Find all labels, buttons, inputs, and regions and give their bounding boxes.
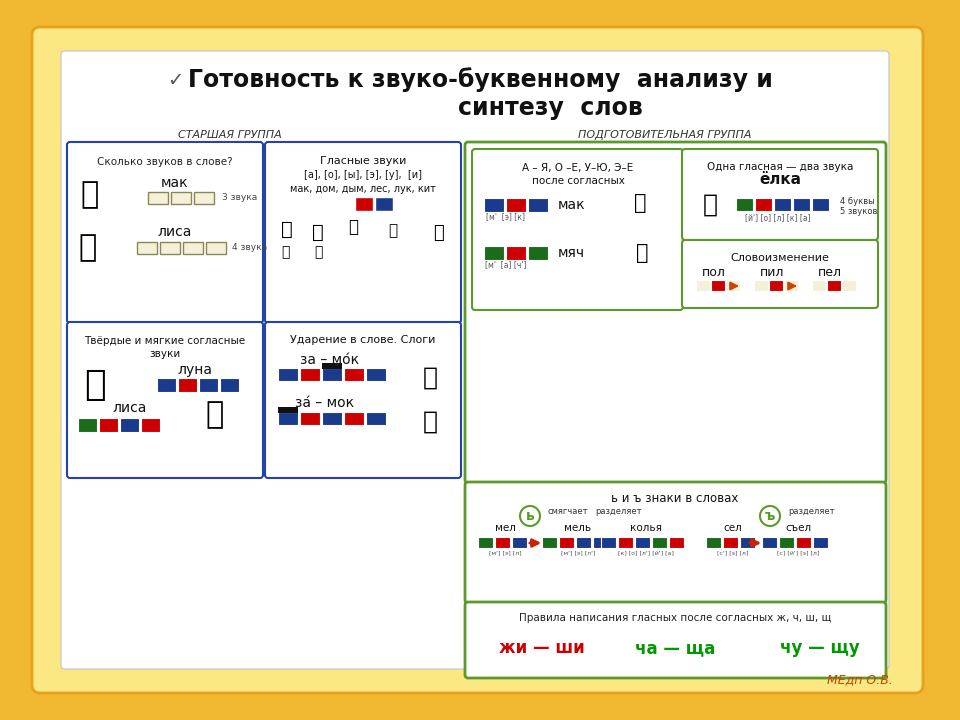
- Bar: [618, 537, 633, 548]
- FancyBboxPatch shape: [682, 240, 878, 308]
- Bar: [194, 192, 214, 204]
- Text: жи — ши: жи — ши: [499, 639, 585, 657]
- Text: 🌿: 🌿: [389, 223, 397, 238]
- Text: 🌲: 🌲: [703, 193, 717, 217]
- Bar: [495, 537, 510, 548]
- Bar: [322, 368, 342, 381]
- Text: 🏠: 🏠: [312, 223, 324, 242]
- Text: звуки: звуки: [150, 349, 180, 359]
- Bar: [512, 537, 527, 548]
- Text: [м'] [э] [л']: [м'] [э] [л']: [561, 551, 595, 556]
- Bar: [813, 537, 828, 548]
- FancyBboxPatch shape: [465, 142, 886, 483]
- Text: 🦊: 🦊: [79, 233, 97, 263]
- Bar: [559, 537, 574, 548]
- Text: Ударение в слове. Слоги: Ударение в слове. Слоги: [290, 335, 436, 345]
- Text: сел: сел: [724, 523, 742, 533]
- Text: Правила написания гласных после согласных ж, ч, ш, щ: Правила написания гласных после согласны…: [518, 613, 831, 623]
- Bar: [141, 418, 160, 432]
- Bar: [784, 280, 798, 291]
- Bar: [478, 537, 493, 548]
- Bar: [711, 280, 725, 291]
- Text: мел: мел: [494, 523, 516, 533]
- FancyBboxPatch shape: [61, 51, 889, 669]
- Bar: [506, 198, 526, 212]
- Text: 🐋: 🐋: [433, 224, 444, 242]
- Bar: [206, 242, 226, 254]
- Bar: [220, 378, 239, 392]
- Text: луна: луна: [178, 363, 212, 377]
- Text: мак: мак: [558, 198, 586, 212]
- Bar: [706, 537, 721, 548]
- Bar: [322, 363, 342, 369]
- Bar: [322, 412, 342, 425]
- Text: СТАРШАЯ ГРУППА: СТАРШАЯ ГРУППА: [179, 130, 282, 140]
- Bar: [669, 537, 684, 548]
- Bar: [120, 418, 139, 432]
- Text: чу — щу: чу — щу: [780, 639, 860, 657]
- Text: разделяет: разделяет: [595, 506, 641, 516]
- Text: [й'] [о] [л] [к] [а]: [й'] [о] [л] [к] [а]: [745, 214, 811, 222]
- Text: [к] [о] [л'] [й'] [а]: [к] [о] [л'] [й'] [а]: [618, 551, 674, 556]
- Text: пол: пол: [702, 266, 726, 279]
- Text: разделяет: разделяет: [788, 506, 834, 516]
- Text: 🦊: 🦊: [205, 400, 224, 430]
- Bar: [593, 537, 608, 548]
- Text: синтезу  слов: синтезу слов: [458, 96, 642, 120]
- Bar: [576, 537, 591, 548]
- Bar: [779, 537, 794, 548]
- Text: съел: съел: [785, 523, 811, 533]
- Text: 🌺: 🌺: [634, 193, 646, 213]
- FancyBboxPatch shape: [67, 322, 263, 478]
- Bar: [99, 418, 118, 432]
- Text: [м'] [э] [л]: [м'] [э] [л]: [489, 551, 521, 556]
- Bar: [278, 407, 298, 413]
- Bar: [484, 246, 504, 260]
- Text: 🌑: 🌑: [84, 368, 106, 402]
- Text: ча — ща: ча — ща: [635, 639, 715, 657]
- Text: пил: пил: [759, 266, 784, 279]
- Bar: [506, 246, 526, 260]
- Text: 🦌: 🦌: [314, 245, 323, 259]
- Text: 🏰: 🏰: [422, 410, 438, 434]
- Text: за́ – мок: за́ – мок: [296, 396, 354, 410]
- Bar: [827, 280, 841, 291]
- Bar: [157, 378, 176, 392]
- Bar: [601, 537, 616, 548]
- Bar: [754, 280, 768, 291]
- Text: ✓: ✓: [167, 71, 183, 89]
- Bar: [300, 412, 320, 425]
- FancyBboxPatch shape: [32, 27, 923, 693]
- Text: ъ: ъ: [765, 509, 775, 523]
- Bar: [762, 537, 777, 548]
- Text: мак, дом, дым, лес, лук, кит: мак, дом, дым, лес, лук, кит: [290, 184, 436, 194]
- Bar: [726, 280, 740, 291]
- Bar: [366, 368, 386, 381]
- Bar: [542, 537, 557, 548]
- Text: 🌺: 🌺: [81, 181, 99, 210]
- Bar: [696, 280, 710, 291]
- Text: колья: колья: [630, 523, 662, 533]
- Text: за – мо́к: за – мо́к: [300, 353, 360, 367]
- Text: [с] [й'] [э] [л]: [с] [й'] [э] [л]: [777, 551, 819, 556]
- Bar: [375, 197, 393, 211]
- Text: 4 буквы: 4 буквы: [840, 197, 875, 205]
- Bar: [740, 537, 755, 548]
- Bar: [199, 378, 218, 392]
- Text: лиса: лиса: [157, 225, 192, 239]
- Text: [с'] [э] [л]: [с'] [э] [л]: [717, 551, 749, 556]
- FancyBboxPatch shape: [465, 482, 886, 603]
- FancyBboxPatch shape: [465, 602, 886, 678]
- FancyBboxPatch shape: [682, 149, 878, 240]
- Text: ПОДГОТОВИТЕЛЬНАЯ ГРУППА: ПОДГОТОВИТЕЛЬНАЯ ГРУППА: [578, 130, 752, 140]
- Bar: [148, 192, 168, 204]
- Bar: [160, 242, 180, 254]
- Text: 🌺: 🌺: [348, 218, 358, 236]
- Bar: [812, 198, 829, 211]
- Text: [м'  [а] [ч']: [м' [а] [ч']: [485, 261, 527, 269]
- Text: 5 звуков: 5 звуков: [840, 207, 877, 217]
- Bar: [528, 246, 548, 260]
- Bar: [366, 412, 386, 425]
- Text: мель: мель: [564, 523, 591, 533]
